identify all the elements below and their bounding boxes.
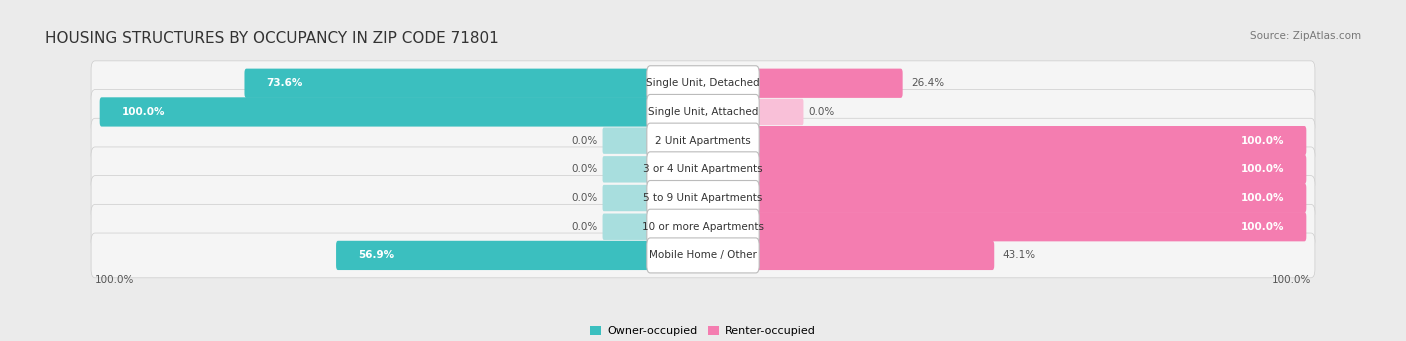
- Text: 100.0%: 100.0%: [1241, 164, 1285, 174]
- Text: Mobile Home / Other: Mobile Home / Other: [650, 250, 756, 261]
- FancyBboxPatch shape: [91, 61, 1315, 106]
- FancyBboxPatch shape: [91, 90, 1315, 134]
- FancyBboxPatch shape: [91, 118, 1315, 163]
- Text: Single Unit, Attached: Single Unit, Attached: [648, 107, 758, 117]
- Legend: Owner-occupied, Renter-occupied: Owner-occupied, Renter-occupied: [591, 326, 815, 336]
- FancyBboxPatch shape: [647, 152, 759, 187]
- Text: 0.0%: 0.0%: [571, 164, 598, 174]
- Text: Source: ZipAtlas.com: Source: ZipAtlas.com: [1250, 31, 1361, 41]
- Text: 73.6%: 73.6%: [266, 78, 302, 88]
- Text: 10 or more Apartments: 10 or more Apartments: [643, 222, 763, 232]
- FancyBboxPatch shape: [754, 155, 1306, 184]
- FancyBboxPatch shape: [603, 156, 651, 182]
- FancyBboxPatch shape: [91, 233, 1315, 278]
- FancyBboxPatch shape: [647, 94, 759, 130]
- Text: 100.0%: 100.0%: [121, 107, 165, 117]
- Text: 100.0%: 100.0%: [1241, 193, 1285, 203]
- Text: Single Unit, Detached: Single Unit, Detached: [647, 78, 759, 88]
- FancyBboxPatch shape: [603, 185, 651, 211]
- Text: 0.0%: 0.0%: [571, 222, 598, 232]
- Text: 26.4%: 26.4%: [911, 78, 945, 88]
- Text: 100.0%: 100.0%: [96, 275, 135, 285]
- Text: 2 Unit Apartments: 2 Unit Apartments: [655, 136, 751, 146]
- Text: 0.0%: 0.0%: [571, 193, 598, 203]
- FancyBboxPatch shape: [91, 147, 1315, 192]
- FancyBboxPatch shape: [754, 69, 903, 98]
- FancyBboxPatch shape: [245, 69, 652, 98]
- Text: 100.0%: 100.0%: [1271, 275, 1310, 285]
- FancyBboxPatch shape: [100, 97, 652, 127]
- FancyBboxPatch shape: [336, 241, 652, 270]
- FancyBboxPatch shape: [754, 212, 1306, 241]
- FancyBboxPatch shape: [603, 128, 651, 154]
- Text: 0.0%: 0.0%: [808, 107, 835, 117]
- FancyBboxPatch shape: [603, 213, 651, 240]
- FancyBboxPatch shape: [647, 209, 759, 244]
- FancyBboxPatch shape: [647, 238, 759, 273]
- FancyBboxPatch shape: [755, 99, 803, 125]
- Text: 100.0%: 100.0%: [1241, 136, 1285, 146]
- FancyBboxPatch shape: [754, 183, 1306, 213]
- FancyBboxPatch shape: [754, 126, 1306, 155]
- Text: 3 or 4 Unit Apartments: 3 or 4 Unit Apartments: [643, 164, 763, 174]
- FancyBboxPatch shape: [754, 241, 994, 270]
- FancyBboxPatch shape: [91, 176, 1315, 220]
- Text: HOUSING STRUCTURES BY OCCUPANCY IN ZIP CODE 71801: HOUSING STRUCTURES BY OCCUPANCY IN ZIP C…: [45, 31, 499, 46]
- FancyBboxPatch shape: [647, 66, 759, 101]
- FancyBboxPatch shape: [91, 204, 1315, 249]
- Text: 0.0%: 0.0%: [571, 136, 598, 146]
- Text: 5 to 9 Unit Apartments: 5 to 9 Unit Apartments: [644, 193, 762, 203]
- FancyBboxPatch shape: [647, 123, 759, 158]
- Text: 56.9%: 56.9%: [359, 250, 394, 261]
- FancyBboxPatch shape: [647, 180, 759, 216]
- Text: 100.0%: 100.0%: [1241, 222, 1285, 232]
- Text: 43.1%: 43.1%: [1002, 250, 1036, 261]
